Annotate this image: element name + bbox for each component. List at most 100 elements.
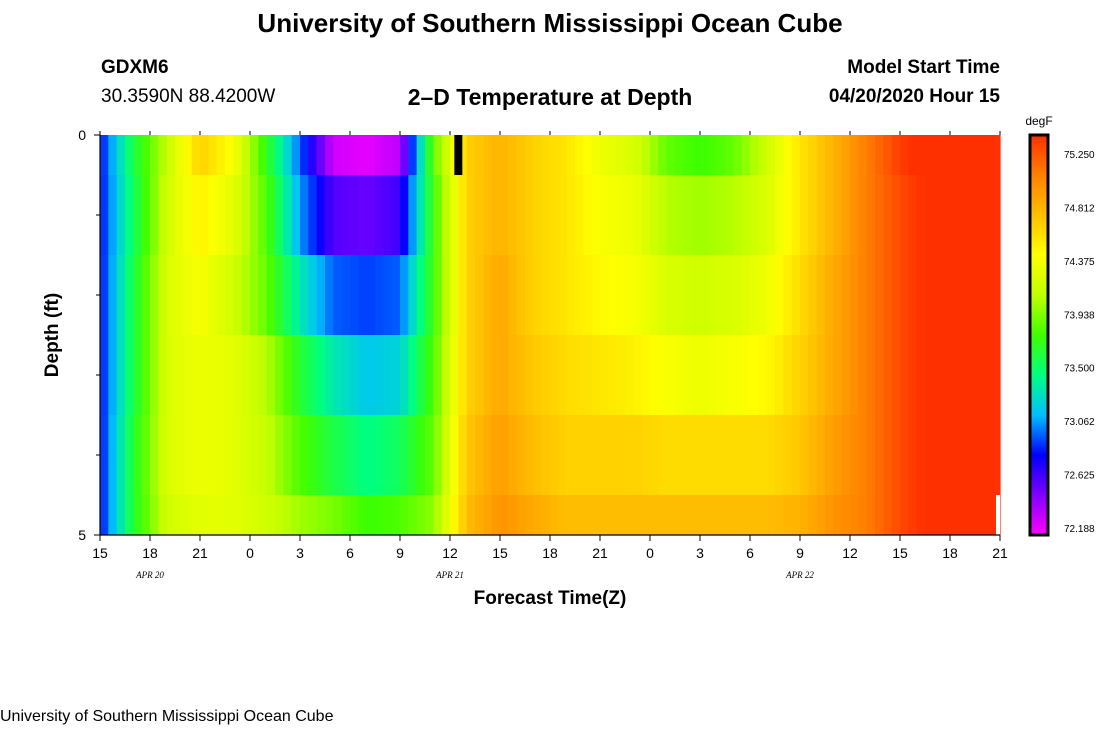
heatmap-cell	[841, 255, 851, 335]
heatmap-cell	[258, 495, 268, 535]
heatmap-cell	[450, 255, 459, 335]
heatmap-cell	[733, 335, 743, 415]
heatmap-cell	[708, 335, 718, 415]
heatmap-cell	[250, 135, 259, 175]
heatmap-cell	[733, 255, 743, 335]
heatmap-cell	[341, 415, 351, 495]
heatmap-cell	[166, 495, 176, 535]
heatmap-cell	[241, 495, 251, 535]
heatmap-cell	[966, 175, 976, 255]
heatmap-cell	[358, 495, 368, 535]
heatmap-cell	[566, 255, 576, 335]
heatmap-cell	[866, 415, 876, 495]
heatmap-cell	[158, 335, 168, 415]
heatmap-cell	[258, 335, 268, 415]
heatmap-cell	[566, 175, 576, 255]
heatmap-cell	[941, 335, 951, 415]
heatmap-cell	[175, 135, 184, 175]
heatmap-cell	[550, 255, 559, 335]
heatmap-cell	[341, 135, 351, 175]
heatmap-cell	[450, 335, 459, 415]
heatmap-cell	[108, 335, 118, 415]
x-tick-label: 9	[396, 545, 404, 561]
heatmap-cell	[508, 495, 518, 535]
heatmap-cell	[741, 335, 751, 415]
heatmap-cell	[116, 255, 126, 335]
heatmap-cell	[116, 495, 126, 535]
heatmap-cell	[691, 495, 701, 535]
model-start-label: Model Start Time	[847, 57, 1000, 78]
heatmap-cell	[191, 415, 201, 495]
heatmap-cell	[825, 415, 834, 495]
x-tick-label: 21	[192, 545, 208, 561]
heatmap-cell	[275, 415, 284, 495]
heatmap-cell	[858, 135, 868, 175]
heatmap-cell	[725, 135, 734, 175]
no-data-gap	[996, 495, 1000, 535]
heatmap-cell	[358, 175, 368, 255]
heatmap-cell	[675, 175, 684, 255]
heatmap-cell	[200, 135, 209, 175]
heatmap-cell	[375, 335, 384, 415]
heatmap-cell	[166, 135, 176, 175]
heatmap-cell	[216, 175, 226, 255]
heatmap-cell	[125, 255, 134, 335]
heatmap-cell	[650, 175, 659, 255]
heatmap-cell	[250, 335, 259, 415]
heatmap-cell	[358, 135, 368, 175]
x-tick-label: 3	[696, 545, 704, 561]
heatmap-cell	[683, 415, 693, 495]
heatmap-cell	[483, 495, 493, 535]
heatmap-cell	[133, 335, 143, 415]
heatmap-cell	[533, 255, 543, 335]
heatmap-cell	[541, 335, 551, 415]
heatmap-cell	[750, 175, 759, 255]
heatmap-cell	[958, 415, 968, 495]
heatmap-cell	[541, 135, 551, 175]
heatmap-cell	[250, 175, 259, 255]
heatmap-cell	[891, 135, 901, 175]
heatmap-cell	[500, 415, 509, 495]
heatmap-cell	[700, 175, 709, 255]
heatmap-cell	[683, 175, 693, 255]
heatmap-cell	[683, 335, 693, 415]
heatmap-cell	[566, 335, 576, 415]
heatmap-cell	[500, 495, 509, 535]
heatmap-cell	[641, 415, 651, 495]
heatmap-cell	[183, 335, 193, 415]
x-tick-label: 0	[246, 545, 254, 561]
heatmap-cell	[458, 335, 468, 415]
heatmap-cell	[350, 495, 359, 535]
heatmap-cell	[866, 135, 876, 175]
heatmap-cell	[858, 335, 868, 415]
heatmap-cell	[183, 135, 193, 175]
heatmap-cell	[650, 495, 659, 535]
heatmap-cell	[550, 415, 559, 495]
heatmap-cell	[516, 255, 526, 335]
heatmap-cell	[908, 335, 918, 415]
heatmap-cell	[675, 135, 684, 175]
heatmap-cell	[691, 335, 701, 415]
heatmap-cell	[416, 495, 426, 535]
heatmap-cell	[558, 255, 568, 335]
heatmap-cell	[775, 175, 784, 255]
heatmap-cell	[408, 495, 418, 535]
heatmap-cell	[791, 415, 801, 495]
heatmap-cell	[416, 135, 426, 175]
heatmap-cell	[566, 495, 576, 535]
heatmap-cell	[125, 135, 134, 175]
heatmap-cell	[241, 255, 251, 335]
heatmap-cell	[316, 495, 326, 535]
heatmap-cell	[400, 415, 409, 495]
x-tick-label: 15	[92, 545, 108, 561]
heatmap-cell	[800, 175, 809, 255]
heatmap-cell	[508, 135, 518, 175]
heatmap-cell	[600, 135, 609, 175]
heatmap-cell	[133, 175, 143, 255]
heatmap-cell	[800, 495, 809, 535]
heatmap-cell	[475, 495, 484, 535]
heatmap-cell	[233, 335, 243, 415]
heatmap-cell	[183, 255, 193, 335]
heatmap-cell	[183, 415, 193, 495]
heatmap-cell	[758, 335, 768, 415]
